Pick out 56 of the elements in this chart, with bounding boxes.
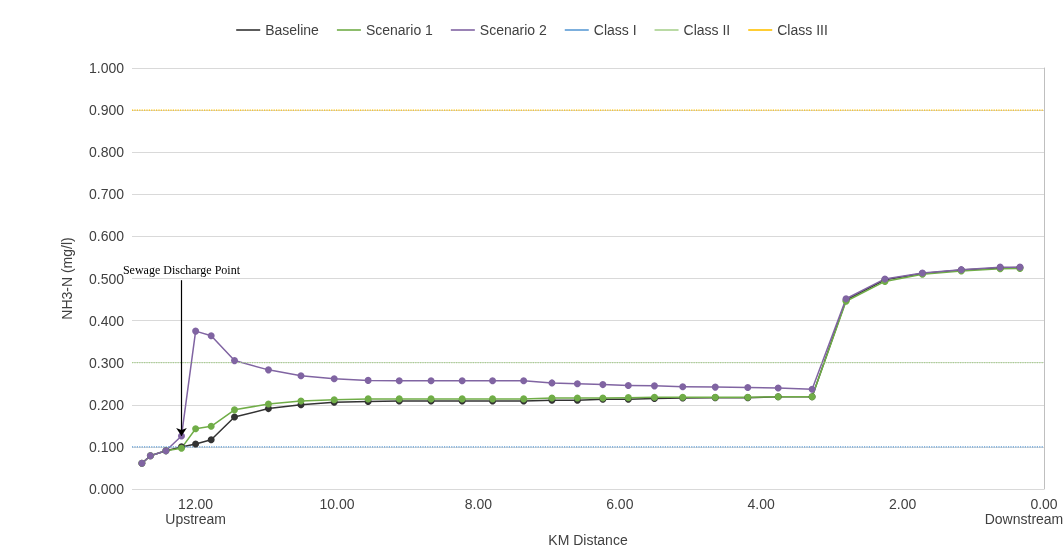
legend-label: Scenario 2 [479,22,547,38]
point [458,377,466,385]
point [808,385,816,393]
y-tick-label: 0.300 [88,354,125,371]
point [650,382,658,390]
point [231,406,239,414]
y-tick-label: 0.200 [88,396,125,413]
y-tick-label: 0.900 [88,102,125,119]
y-tick-label: 0.600 [88,228,125,245]
x-tick-label: 6.00 [606,496,634,512]
x-tick-label: 2.00 [888,496,917,512]
x-tick-label: 4.00 [747,496,776,512]
point [520,377,528,385]
y-tick-label: 0.800 [88,144,125,161]
point [744,384,752,392]
point [395,377,403,385]
point [427,377,435,385]
legend-label: Class II [683,22,731,38]
point [599,381,607,389]
point [207,422,215,430]
point [264,366,272,374]
x-axis-title: KM Distance [548,532,628,548]
text: Downstream [984,511,1064,527]
x-tick-label: 12.00 [178,496,214,512]
point [297,372,305,380]
y-tick-label: 0.100 [88,438,125,455]
point [774,384,782,392]
y-axis-title: NH3-N (mg/l) [59,237,75,320]
point [330,375,338,383]
x-tick-label: 10.00 [319,496,355,512]
legend-label: Scenario 1 [365,22,434,38]
point [207,436,215,444]
point [192,440,200,448]
x-tick-label: 8.00 [464,496,493,512]
y-tick-label: 0.500 [88,270,125,287]
point [192,327,200,335]
y-tick-label: 1.000 [88,60,125,76]
x-tick-label: 0.00 [1030,496,1058,512]
legend-label: Class III [777,22,828,38]
point [207,332,215,340]
legend-label: Class I [593,22,637,38]
point [231,413,239,421]
point [711,383,719,391]
y-tick-label: 0.400 [88,312,125,329]
point [624,381,632,389]
legend-label: Baseline [265,22,320,38]
point [573,380,581,388]
y-tick-label: 0.700 [88,186,125,203]
point [264,400,272,408]
point [192,425,200,433]
y-tick-label: 0.000 [88,481,125,497]
point [679,383,687,391]
point [231,357,239,365]
point [364,376,372,384]
text: Upstream [165,511,226,527]
point [489,377,497,385]
